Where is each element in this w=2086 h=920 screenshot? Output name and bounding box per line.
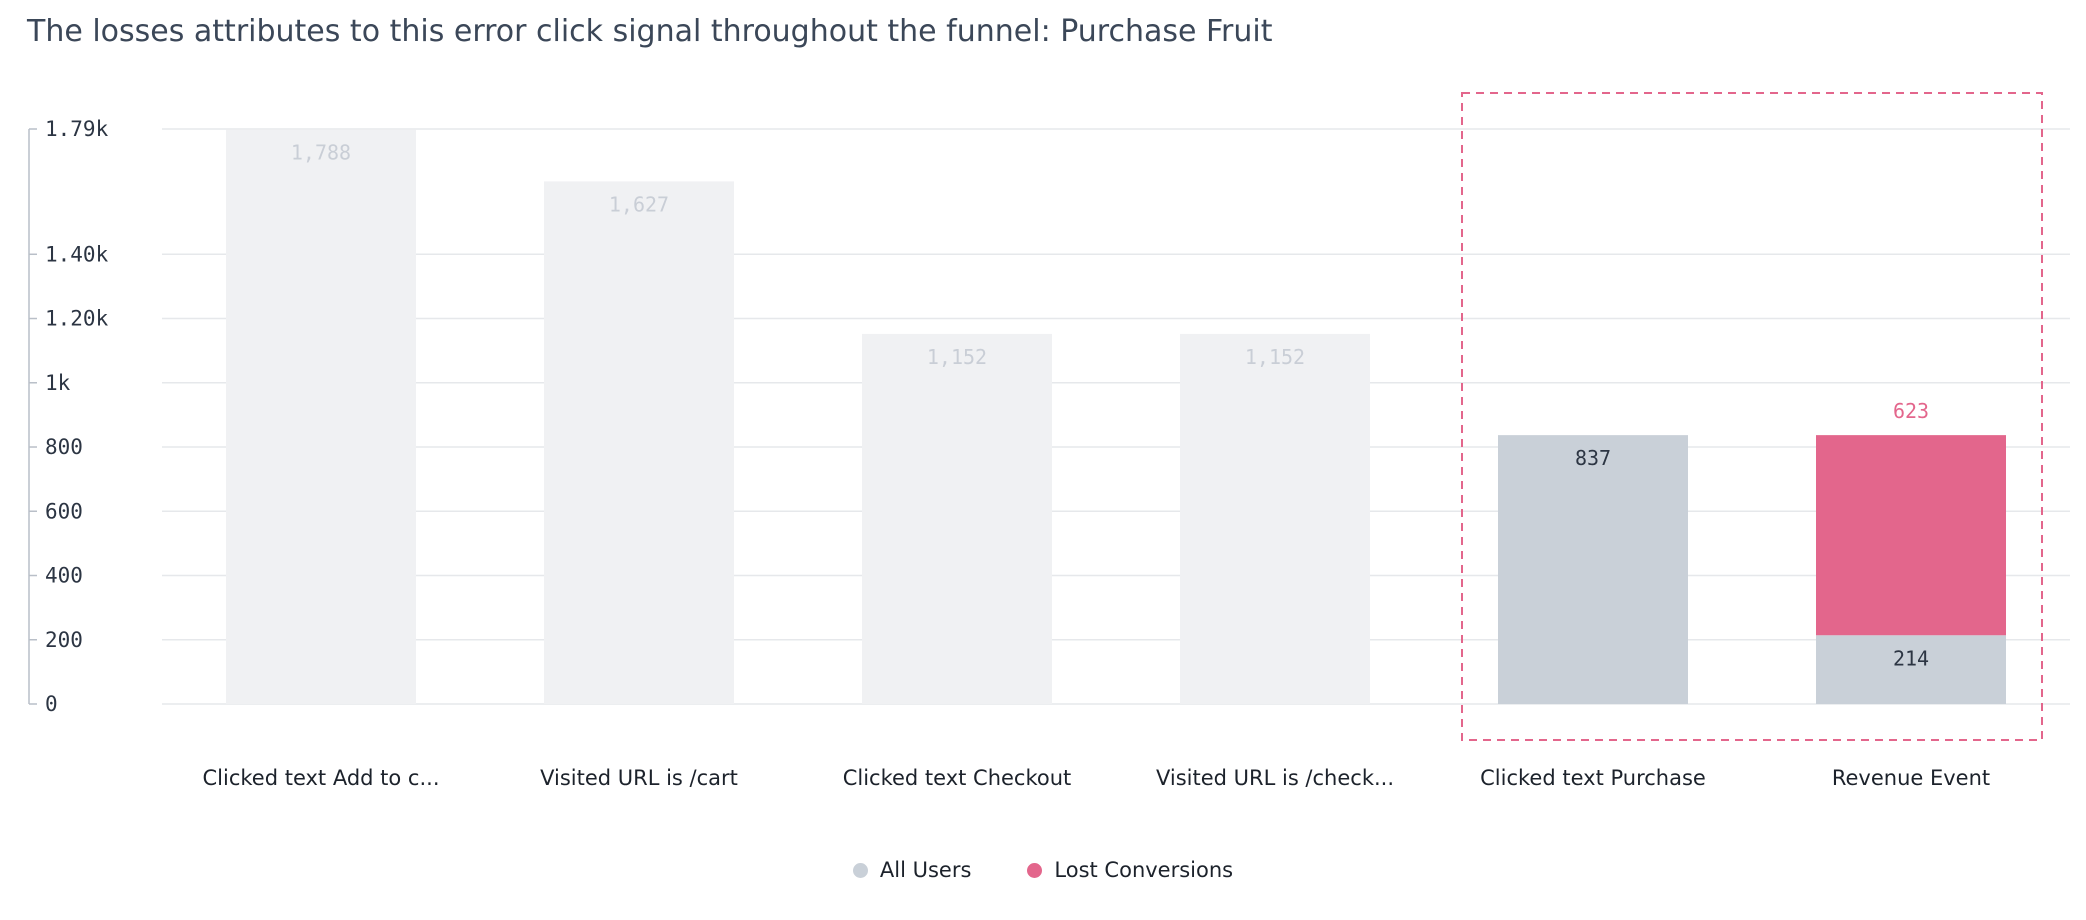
legend-label-all-users: All Users [879, 858, 972, 882]
bar-all-users-4 [1498, 435, 1688, 704]
legend: All Users Lost Conversions [0, 858, 2086, 882]
legend-dot-lost-conversions [1027, 862, 1043, 878]
legend-dot-all-users [852, 862, 868, 878]
chart-title: The losses attributes to this error clic… [27, 14, 1273, 49]
legend-item-all-users[interactable]: All Users [852, 858, 972, 882]
bar-value-label-3: 1,152 [1245, 345, 1305, 369]
bar-value-label-0: 1,788 [291, 141, 351, 165]
y-tick-label-0: 0 [45, 692, 58, 716]
category-label-3: Visited URL is /check... [1156, 766, 1394, 790]
bar-all-users-3 [1180, 333, 1370, 704]
category-label-0: Clicked text Add to c... [203, 766, 440, 790]
lost-value-label-5: 623 [1893, 399, 1929, 423]
y-tick-label-5: 1k [45, 371, 71, 395]
highlight-box [1461, 92, 2043, 741]
bar-all-users-0 [226, 129, 416, 704]
bar-lost-conversions-5 [1816, 435, 2006, 636]
y-tick-label-6: 1.20k [45, 307, 109, 331]
category-label-2: Clicked text Checkout [843, 766, 1072, 790]
y-tick-label-4: 800 [45, 435, 83, 459]
bar-all-users-1 [544, 181, 734, 704]
category-label-1: Visited URL is /cart [540, 766, 738, 790]
category-label-4: Clicked text Purchase [1480, 766, 1706, 790]
bar-value-label-1: 1,627 [609, 192, 669, 216]
y-tick-label-2: 400 [45, 564, 83, 588]
y-tick-label-7: 1.40k [45, 242, 109, 266]
y-tick-label-3: 600 [45, 499, 83, 523]
legend-label-lost-conversions: Lost Conversions [1054, 858, 1234, 882]
funnel-bar-chart: 0 200 400 600 800 1k 1.20k 1.40k 1.79k 1,788 Click… [28, 92, 2070, 790]
y-tick-label-1: 200 [45, 628, 83, 652]
y-tick-label-8: 1.79k [45, 117, 109, 141]
legend-item-lost-conversions[interactable]: Lost Conversions [1027, 858, 1233, 882]
bar-value-label-5: 214 [1893, 646, 1929, 670]
bar-all-users-2 [862, 333, 1052, 704]
category-label-5: Revenue Event [1832, 766, 1990, 790]
bar-value-label-2: 1,152 [927, 345, 987, 369]
bar-all-users-5 [1816, 635, 2006, 704]
bar-value-label-4: 837 [1575, 446, 1611, 470]
